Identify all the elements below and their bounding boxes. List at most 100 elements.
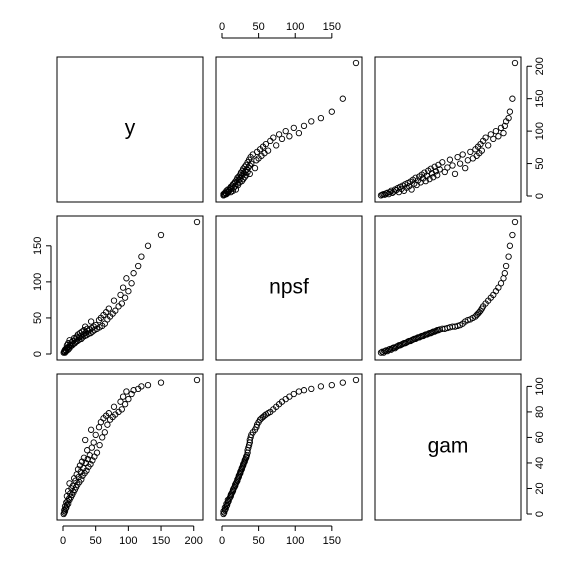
point-y-vs-gam xyxy=(459,151,466,158)
point-y-vs-gam xyxy=(451,170,459,178)
point-y-vs-gam xyxy=(492,127,500,135)
point-y-vs-gam xyxy=(490,135,497,143)
point-gam-vs-y xyxy=(130,387,137,394)
point-gam-vs-y xyxy=(101,429,108,436)
point-y-vs-gam xyxy=(431,163,438,170)
right-axis-tick-label-y: 50 xyxy=(534,157,546,169)
diag-label-gam: gam xyxy=(428,435,469,458)
point-y-vs-gam xyxy=(456,160,464,167)
point-gam-vs-npsf xyxy=(225,498,232,505)
point-y-vs-npsf xyxy=(246,170,253,178)
bottom-axis-tick-label-y: 200 xyxy=(185,535,203,547)
point-gam-vs-npsf xyxy=(339,379,346,386)
point-y-vs-npsf xyxy=(317,114,325,122)
point-y-vs-npsf xyxy=(273,142,280,149)
point-y-vs-gam xyxy=(434,172,441,179)
point-y-vs-npsf xyxy=(300,122,308,130)
point-y-vs-gam xyxy=(386,188,394,196)
point-y-vs-gam xyxy=(506,108,514,115)
point-gam-vs-npsf xyxy=(221,507,229,514)
point-y-vs-gam xyxy=(482,134,489,141)
point-npsf-vs-gam xyxy=(500,275,507,282)
right-axis-tick-label-gam: 0 xyxy=(534,511,546,517)
point-gam-vs-y xyxy=(86,452,93,459)
point-npsf-vs-y xyxy=(82,323,89,330)
point-y-vs-gam xyxy=(444,164,451,171)
point-y-vs-npsf xyxy=(278,135,286,143)
point-gam-vs-y xyxy=(66,480,73,487)
point-gam-vs-y xyxy=(87,461,94,468)
point-gam-vs-y xyxy=(125,395,132,403)
panel-gam-y xyxy=(56,373,204,521)
point-gam-vs-y xyxy=(144,381,152,389)
bottom-axis-tick-label-npsf: 150 xyxy=(323,535,341,547)
point-y-vs-gam xyxy=(462,164,469,172)
point-gam-vs-y xyxy=(117,398,124,405)
point-y-vs-gam xyxy=(500,129,507,137)
point-y-vs-gam xyxy=(446,156,454,163)
right-axis-tick-label-y: 150 xyxy=(534,90,546,108)
points-layer xyxy=(60,59,519,518)
bottom-axis-tick-label-npsf: 50 xyxy=(252,535,264,547)
point-gam-vs-y xyxy=(82,459,90,467)
point-y-vs-gam xyxy=(408,186,415,193)
point-gam-vs-y xyxy=(96,441,103,449)
point-gam-vs-npsf xyxy=(308,385,315,393)
point-y-vs-npsf xyxy=(328,108,335,115)
point-gam-vs-y xyxy=(123,388,130,395)
right-axis-tick-label-gam: 20 xyxy=(534,482,546,494)
point-gam-vs-y xyxy=(88,444,95,451)
point-gam-vs-y xyxy=(90,439,97,446)
point-y-vs-gam xyxy=(497,124,505,132)
point-gam-vs-npsf xyxy=(295,388,303,395)
right-axis-tick-label-gam: 40 xyxy=(534,457,546,469)
right-axis-tick-label-y: 200 xyxy=(534,57,546,75)
point-y-vs-npsf xyxy=(282,127,289,135)
point-npsf-vs-gam xyxy=(509,231,516,239)
point-gam-vs-y xyxy=(97,418,105,426)
point-gam-vs-npsf xyxy=(300,387,308,394)
panel-npsf-npsf xyxy=(215,215,363,361)
point-y-vs-npsf xyxy=(270,134,277,141)
top-axis-tick-label-npsf: 100 xyxy=(286,21,304,33)
left-axis-tick-label-npsf: 50 xyxy=(32,312,44,324)
point-npsf-vs-gam xyxy=(417,333,424,340)
point-gam-vs-y xyxy=(157,379,165,386)
point-y-vs-npsf xyxy=(248,160,255,167)
right-axis-tick-label-gam: 100 xyxy=(534,377,546,395)
point-y-vs-gam xyxy=(495,133,502,140)
panel-npsf-y xyxy=(56,215,204,361)
point-gam-vs-y xyxy=(118,406,125,413)
point-npsf-vs-y xyxy=(130,270,137,277)
point-npsf-vs-gam xyxy=(497,280,505,287)
point-y-vs-gam xyxy=(441,168,448,176)
point-npsf-vs-gam xyxy=(511,218,519,226)
point-gam-vs-y xyxy=(128,390,135,398)
point-gam-vs-y xyxy=(84,447,91,454)
point-y-vs-npsf xyxy=(275,131,283,138)
point-gam-vs-y xyxy=(95,424,103,431)
diag-label-y: y xyxy=(125,117,136,140)
point-gam-vs-npsf xyxy=(352,376,360,384)
panel-y-gam xyxy=(374,56,522,203)
point-npsf-vs-y xyxy=(157,231,165,239)
point-y-vs-npsf xyxy=(267,137,274,145)
point-y-vs-npsf xyxy=(352,59,360,67)
point-gam-vs-y xyxy=(104,421,111,428)
point-npsf-vs-y xyxy=(144,242,152,249)
panel-npsf-gam xyxy=(374,215,522,361)
point-npsf-vs-y xyxy=(112,307,119,314)
bottom-axis-tick-label-npsf: 0 xyxy=(219,535,225,547)
point-y-vs-gam xyxy=(454,153,461,161)
point-gam-vs-npsf xyxy=(253,424,260,431)
point-y-vs-gam xyxy=(464,157,471,164)
right-axis-tick-label-gam: 80 xyxy=(534,406,546,418)
top-axis-tick-label-npsf: 50 xyxy=(252,21,264,33)
point-npsf-vs-y xyxy=(135,262,142,270)
point-npsf-vs-y xyxy=(78,328,86,335)
point-gam-vs-y xyxy=(119,393,127,400)
point-y-vs-npsf xyxy=(264,147,272,154)
point-gam-vs-y xyxy=(110,403,118,410)
point-y-vs-npsf xyxy=(241,174,248,181)
